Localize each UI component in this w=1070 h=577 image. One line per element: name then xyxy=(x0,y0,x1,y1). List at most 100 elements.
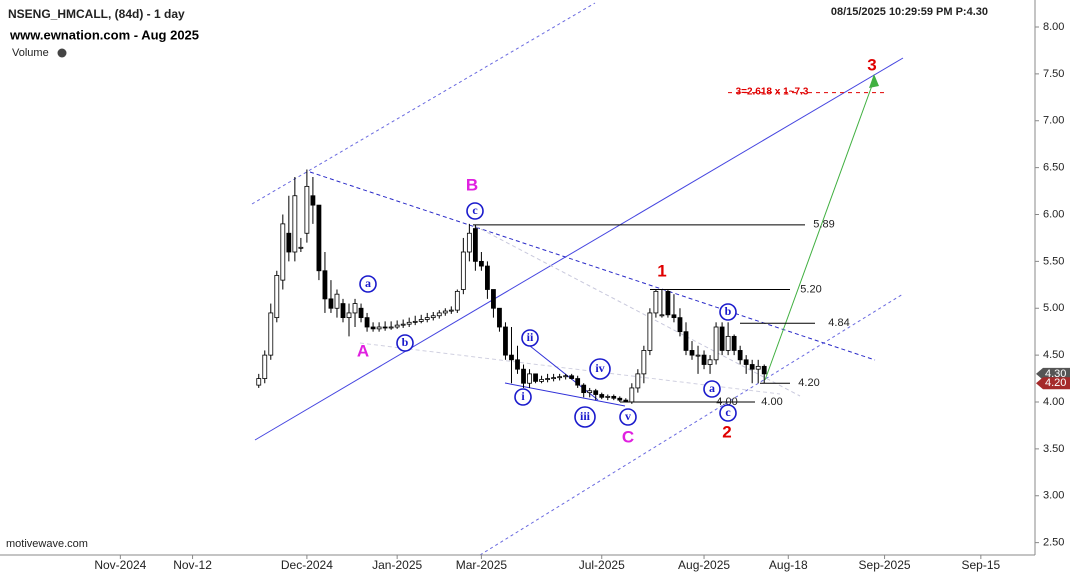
candle-body xyxy=(310,195,316,206)
candle-body xyxy=(659,314,665,317)
y-tick-label: 7.50 xyxy=(1043,68,1064,80)
sub-wave-label: b xyxy=(725,304,732,318)
candle-body xyxy=(581,384,587,394)
level-label: 5.20 xyxy=(800,283,821,295)
candle-body xyxy=(545,378,550,380)
x-tick-label: Mar-2025 xyxy=(456,558,508,572)
channel-lower xyxy=(479,293,904,556)
candle-body xyxy=(539,379,544,382)
price-tag xyxy=(1036,377,1070,390)
candle-body xyxy=(557,376,563,379)
candle-body xyxy=(617,397,623,401)
candle-body xyxy=(448,309,454,312)
candle-body xyxy=(304,185,310,234)
candle-body xyxy=(755,365,761,370)
candle-body xyxy=(689,350,695,356)
candle-body xyxy=(503,326,508,356)
sub-wave-circle xyxy=(703,380,721,398)
x-tick-label: Aug-2025 xyxy=(678,558,730,572)
subtitle: www.ewnation.com - Aug 2025 xyxy=(9,27,199,42)
wave-line xyxy=(504,382,626,407)
sub-wave-label: c xyxy=(472,203,478,217)
target-label: 3=2.618 x 1~7.3 xyxy=(736,86,809,97)
y-tick-label: 5.50 xyxy=(1043,255,1064,267)
candle-body xyxy=(683,331,689,351)
candle-body xyxy=(316,204,322,272)
candle-body xyxy=(394,324,400,328)
candle-body xyxy=(527,373,532,384)
candle-body xyxy=(298,246,304,249)
candle-body xyxy=(695,354,701,357)
candle-body xyxy=(280,223,286,281)
chart-title: NSENG_HMCALL, (84d) - 1 day xyxy=(8,7,185,21)
sub-wave-circle xyxy=(359,275,377,293)
candle-body xyxy=(430,315,436,319)
projection-arrow xyxy=(764,79,875,381)
level-label: 4.84 xyxy=(828,317,849,329)
candle-body xyxy=(671,314,677,319)
sub-wave-circle xyxy=(514,388,532,406)
candle-body xyxy=(268,312,274,356)
candle-body xyxy=(707,359,713,365)
sub-wave-label: b xyxy=(402,335,409,349)
candle-body xyxy=(551,377,557,380)
candle-body xyxy=(611,395,617,399)
candle-body xyxy=(743,359,749,365)
candle-body xyxy=(478,260,484,267)
candle-body xyxy=(521,368,526,384)
settings-icon[interactable] xyxy=(57,48,67,58)
arrow-head xyxy=(869,74,879,88)
candle-body xyxy=(485,265,490,290)
candle-body xyxy=(509,354,514,361)
level-label: 4.20 xyxy=(798,377,819,389)
wave-label: 1 xyxy=(657,261,666,280)
candle-body xyxy=(370,326,376,330)
candle-body xyxy=(677,317,683,333)
x-tick-label: Sep-15 xyxy=(961,558,1000,572)
price-tag xyxy=(1036,367,1070,380)
candle-body xyxy=(364,317,370,328)
x-tick-label: Sep-2025 xyxy=(859,558,911,572)
channel-line xyxy=(254,57,904,441)
candle-body xyxy=(605,395,611,398)
candle-body xyxy=(412,320,418,323)
footer: motivewave.com xyxy=(6,538,88,550)
level-label: 4.00 xyxy=(761,396,782,408)
candle-body xyxy=(286,232,292,253)
candle-body xyxy=(749,364,755,370)
candle-body xyxy=(653,290,659,314)
candle-body xyxy=(761,365,767,375)
candle-body xyxy=(424,317,430,320)
sub-wave-circle xyxy=(521,329,539,347)
candle-body xyxy=(599,394,605,398)
y-tick-label: 8.00 xyxy=(1043,21,1064,33)
sub-wave-circle xyxy=(619,408,637,426)
sub-wave-label: ii xyxy=(527,330,534,344)
candle-body xyxy=(665,290,671,316)
candle-body xyxy=(376,326,382,330)
level-label: 4.00 xyxy=(716,396,737,408)
candle-body xyxy=(472,228,478,262)
x-tick-label: Aug-18 xyxy=(769,558,808,572)
candle-body xyxy=(731,335,737,351)
x-tick-label: Dec-2024 xyxy=(281,558,333,572)
candle-body xyxy=(575,378,581,386)
sub-wave-circle xyxy=(574,406,596,428)
b-trendline xyxy=(309,171,876,361)
candle-body xyxy=(274,275,280,319)
sub-wave-label: iii xyxy=(580,409,591,423)
candle-body xyxy=(358,307,364,319)
guide-line xyxy=(474,225,801,397)
y-tick-label: 4.00 xyxy=(1043,396,1064,408)
sub-wave-label: i xyxy=(521,389,525,403)
y-tick-label: 4.50 xyxy=(1043,349,1064,361)
candle-body xyxy=(292,195,298,253)
sub-wave-circle xyxy=(719,303,737,321)
candle-body xyxy=(587,390,593,394)
candle-body xyxy=(340,303,346,319)
candle-body xyxy=(491,289,496,309)
candle-body xyxy=(436,312,442,317)
candle-body xyxy=(497,307,502,328)
wave-label: 2 xyxy=(722,422,731,441)
